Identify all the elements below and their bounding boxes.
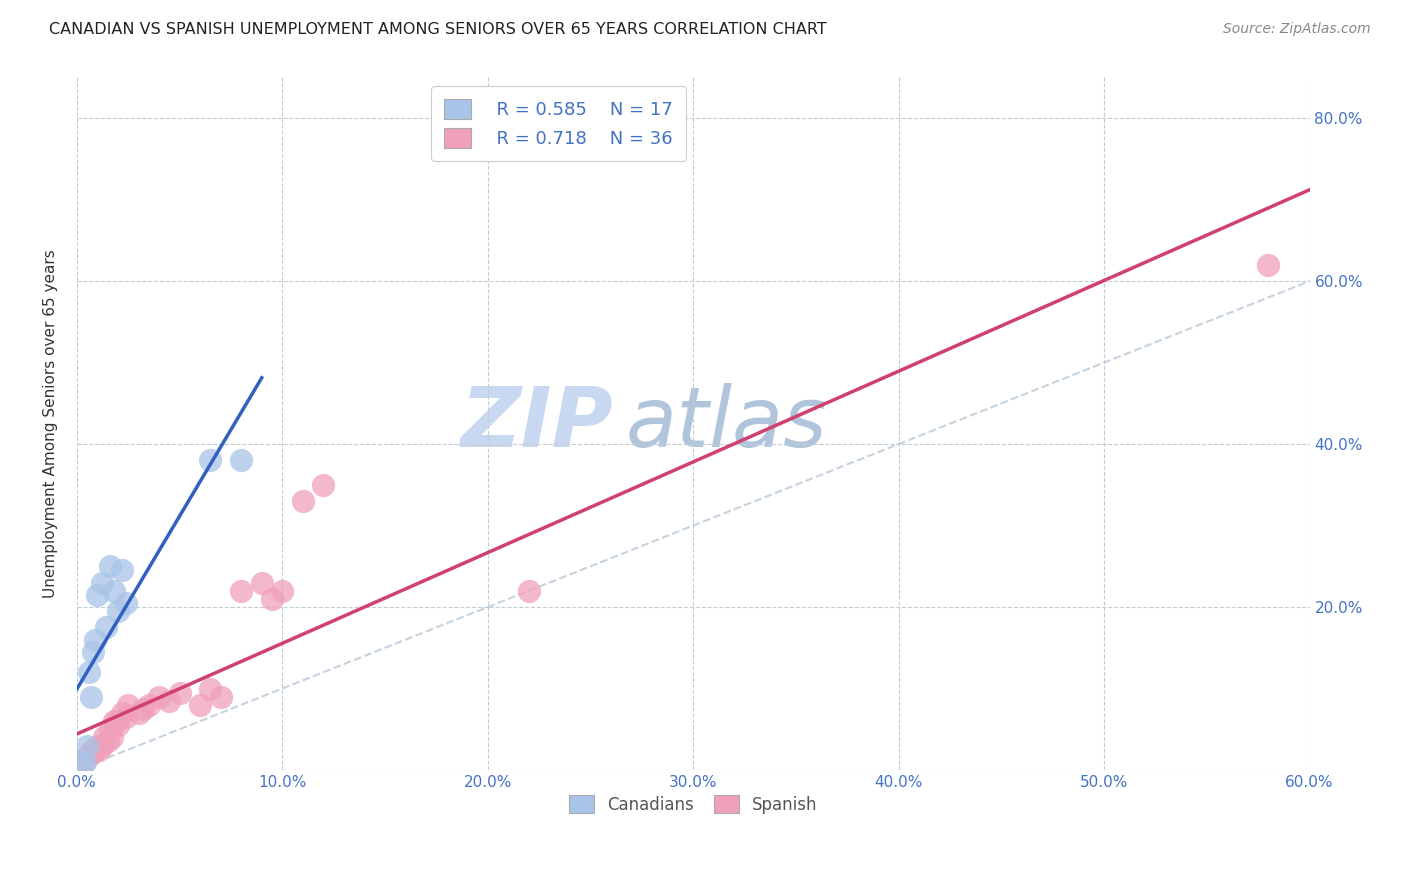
Point [231, 583, 253, 598]
Point [103, 714, 125, 728]
Point [209, 690, 232, 704]
Text: Source: ZipAtlas.com: Source: ZipAtlas.com [1223, 22, 1371, 37]
Point [80, 690, 103, 704]
Point [169, 685, 191, 699]
Text: ZIP: ZIP [460, 384, 613, 464]
Point [107, 604, 129, 618]
Point [90, 739, 112, 753]
Point [111, 563, 134, 577]
Point [77, 665, 100, 680]
Point [82, 742, 104, 756]
Point [312, 478, 335, 492]
Point [93, 731, 115, 745]
Text: atlas: atlas [626, 384, 827, 464]
Point [200, 681, 222, 696]
Point [1257, 258, 1279, 272]
Point [76, 739, 98, 753]
Point [128, 706, 150, 720]
Point [84, 632, 107, 647]
Point [97, 734, 120, 748]
Point [250, 575, 273, 590]
Point [291, 494, 314, 508]
Point [101, 731, 124, 745]
Point [117, 698, 139, 712]
Legend: Canadians, Spanish: Canadians, Spanish [558, 785, 828, 824]
Point [260, 591, 283, 606]
Point [188, 698, 211, 712]
Point [98, 723, 121, 737]
Point [94, 620, 117, 634]
Point [107, 718, 129, 732]
Point [77, 747, 100, 761]
Point [517, 583, 540, 598]
Point [72, 755, 94, 769]
Point [200, 453, 222, 467]
Point [86, 588, 108, 602]
Point [111, 706, 134, 720]
Point [70, 759, 93, 773]
Point [104, 714, 127, 728]
Text: CANADIAN VS SPANISH UNEMPLOYMENT AMONG SENIORS OVER 65 YEARS CORRELATION CHART: CANADIAN VS SPANISH UNEMPLOYMENT AMONG S… [49, 22, 827, 37]
Point [98, 559, 121, 574]
Point [103, 583, 125, 598]
Point [231, 453, 253, 467]
Y-axis label: Unemployment Among Seniors over 65 years: Unemployment Among Seniors over 65 years [44, 250, 58, 599]
Point [271, 583, 294, 598]
Point [86, 739, 108, 753]
Point [148, 690, 170, 704]
Point [82, 645, 104, 659]
Point [90, 575, 112, 590]
Point [131, 702, 153, 716]
Point [80, 747, 103, 761]
Point [76, 751, 98, 765]
Point [157, 694, 180, 708]
Point [70, 759, 93, 773]
Point [115, 710, 138, 724]
Point [75, 755, 97, 769]
Point [89, 742, 111, 756]
Point [138, 698, 160, 712]
Point [115, 596, 138, 610]
